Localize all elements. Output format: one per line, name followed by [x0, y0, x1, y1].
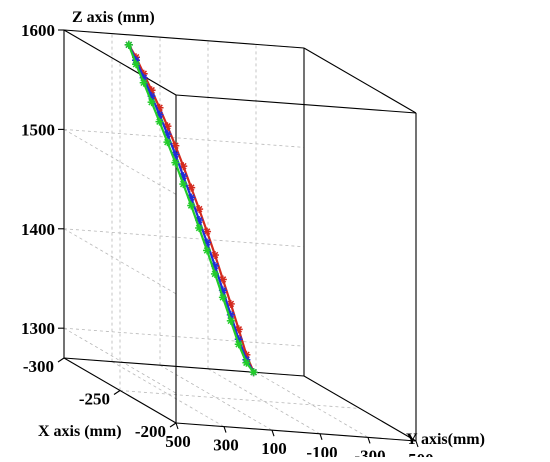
- y-tick-label: 300: [213, 436, 239, 455]
- data-point: [195, 205, 204, 214]
- y-tick-label: -300: [354, 446, 385, 457]
- y-tick-mark: [175, 422, 179, 430]
- data-point: [163, 138, 172, 147]
- y-tick-label: 100: [261, 439, 287, 457]
- x-tick-mark: [57, 357, 65, 363]
- data-point: [203, 227, 212, 236]
- y-tick-label: -500: [402, 450, 433, 457]
- data-point: [218, 293, 227, 302]
- x-tick-mark: [113, 390, 121, 395]
- z-tick-label: 1500: [21, 120, 55, 139]
- y-tick-mark: [319, 433, 323, 440]
- y-tick-label: -100: [306, 443, 337, 457]
- axes-edge: [63, 29, 305, 49]
- data-point: [171, 158, 180, 167]
- y-tick-mark: [223, 426, 227, 433]
- data-point: [147, 98, 156, 107]
- axes-edge: [63, 357, 305, 377]
- gridline: [119, 390, 361, 409]
- axes-box: [63, 29, 417, 442]
- data-point: [234, 340, 243, 349]
- x-tick-label: -200: [135, 422, 166, 441]
- axes-edge: [63, 29, 177, 96]
- data-point: [226, 316, 235, 325]
- data-point: [155, 117, 164, 126]
- x-tick-mark: [169, 422, 177, 428]
- data-point: [195, 223, 204, 232]
- x-tick-label: -250: [79, 390, 110, 409]
- y-axis-label: Y axis(mm): [406, 431, 485, 448]
- x-tick-label: -300: [23, 357, 54, 376]
- gridline: [63, 327, 305, 347]
- data-point: [132, 60, 140, 69]
- axes-edge: [303, 375, 417, 442]
- z-tick-label: 1300: [21, 319, 55, 338]
- data-point: [179, 172, 188, 181]
- data-point: [242, 358, 251, 367]
- data-point: [210, 269, 219, 278]
- z-tick-label: 1400: [21, 220, 55, 239]
- gridline: [63, 128, 305, 148]
- z-axis-label: Z axis (mm): [72, 9, 155, 26]
- axes-edge: [303, 47, 417, 114]
- y-tick-label: 500: [165, 432, 191, 451]
- y-tick-mark: [415, 440, 419, 448]
- gridline: [63, 228, 305, 248]
- data-point: [124, 40, 133, 49]
- grid-layer: [63, 29, 417, 442]
- data-point: [179, 180, 188, 189]
- series-layer: [124, 40, 258, 377]
- data-point: [139, 78, 148, 87]
- data-point: [187, 201, 196, 210]
- data-point: [203, 246, 212, 255]
- y-tick-mark: [271, 430, 275, 437]
- axes-edge: [175, 422, 417, 442]
- axes-edge: [175, 94, 417, 114]
- z-tick-label: 1600: [21, 21, 55, 40]
- data-point: [249, 368, 258, 377]
- y-tick-mark: [367, 437, 371, 444]
- x-axis-label: X axis (mm): [38, 423, 122, 440]
